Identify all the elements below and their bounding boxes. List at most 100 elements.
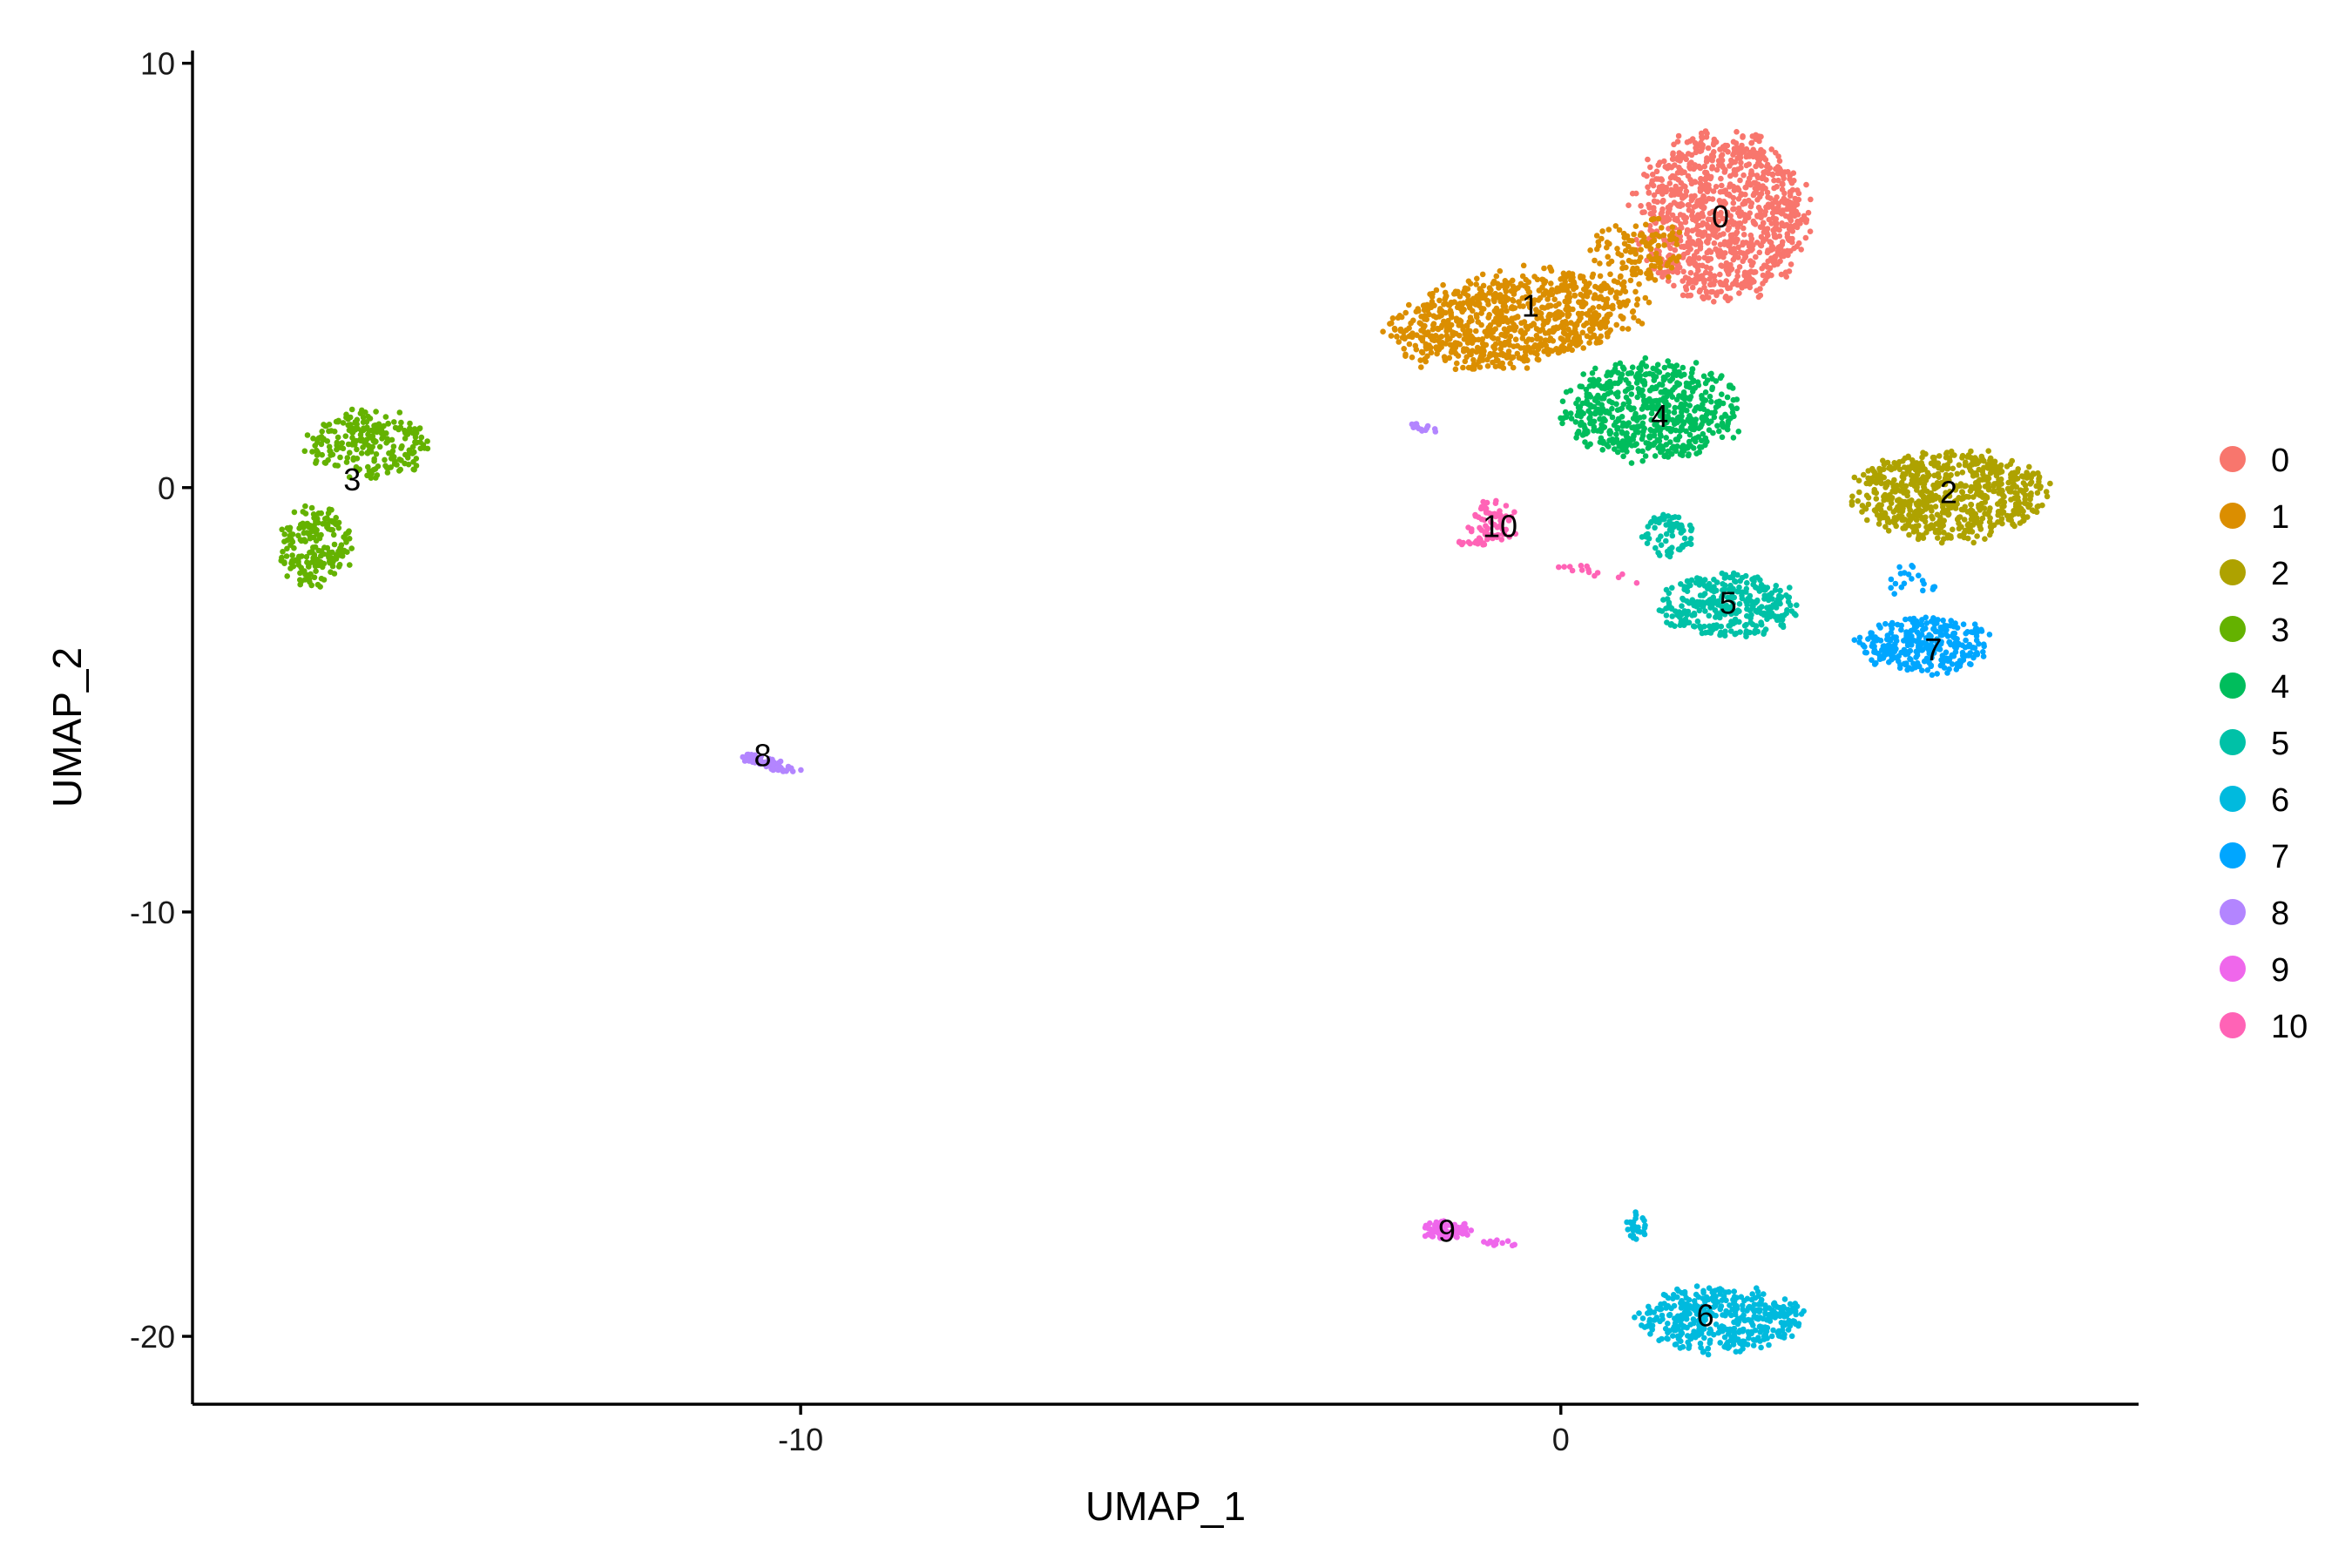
point — [1637, 232, 1644, 239]
point — [1678, 1305, 1685, 1311]
point — [1732, 1337, 1739, 1343]
point — [314, 581, 321, 588]
point — [1728, 266, 1735, 273]
point — [1762, 626, 1769, 632]
point — [1533, 307, 1539, 313]
point — [1923, 655, 1930, 662]
point — [1736, 290, 1742, 296]
point — [1671, 199, 1678, 206]
point — [337, 545, 343, 551]
point — [1750, 1336, 1757, 1343]
point — [1961, 530, 1967, 537]
point — [1923, 529, 1930, 536]
point — [1556, 301, 1562, 308]
point — [740, 754, 746, 760]
point — [1704, 188, 1711, 195]
point — [1666, 599, 1673, 605]
point — [1795, 1322, 1801, 1329]
point — [1734, 268, 1740, 274]
point — [1592, 365, 1598, 372]
point — [769, 760, 776, 767]
point — [1795, 196, 1802, 203]
point — [1429, 333, 1435, 340]
point — [1688, 426, 1695, 433]
point — [324, 522, 331, 529]
point — [330, 531, 337, 538]
point — [1479, 336, 1486, 342]
point — [1705, 145, 1712, 152]
point — [1442, 301, 1449, 307]
point — [1723, 267, 1730, 273]
point — [1734, 185, 1740, 192]
point — [1904, 492, 1910, 499]
point — [1729, 1306, 1735, 1313]
point — [295, 532, 301, 539]
point — [1661, 242, 1667, 248]
point — [1642, 453, 1649, 459]
point — [1678, 1316, 1685, 1323]
point — [402, 436, 409, 442]
point — [1578, 303, 1585, 310]
point — [1612, 223, 1619, 229]
point — [1522, 352, 1529, 359]
point — [1856, 639, 1862, 645]
point — [1548, 312, 1554, 318]
point — [1649, 384, 1655, 391]
point — [1944, 492, 1950, 498]
point — [2034, 504, 2041, 510]
point — [1682, 219, 1689, 226]
point — [1922, 518, 1929, 525]
point — [2038, 483, 2044, 490]
point — [1687, 541, 1694, 547]
point — [1859, 509, 1865, 515]
point — [1676, 433, 1683, 440]
point — [1534, 315, 1540, 321]
point — [1427, 1220, 1433, 1227]
point — [1684, 588, 1691, 594]
point — [1563, 286, 1570, 292]
point — [1727, 181, 1734, 187]
point — [1905, 637, 1912, 643]
point — [1672, 247, 1679, 253]
point — [319, 451, 326, 458]
point — [1701, 600, 1708, 606]
point — [417, 445, 424, 452]
point — [1969, 529, 1976, 535]
point — [1673, 448, 1680, 454]
point — [1524, 326, 1531, 333]
point — [1633, 380, 1640, 386]
point — [1496, 321, 1502, 328]
point — [1592, 410, 1598, 417]
point — [1436, 314, 1443, 320]
point — [1635, 429, 1641, 436]
point — [1691, 600, 1698, 607]
point — [1791, 1318, 1798, 1325]
point — [1928, 504, 1934, 510]
point — [1987, 524, 1994, 531]
point — [1587, 377, 1593, 383]
point — [1727, 1302, 1733, 1308]
point — [1744, 579, 1750, 586]
point — [1899, 517, 1905, 524]
point — [1908, 627, 1915, 634]
point — [1773, 583, 1780, 589]
point — [1398, 314, 1405, 321]
point — [1611, 422, 1618, 429]
point — [289, 552, 295, 558]
point — [1501, 300, 1508, 306]
point — [1569, 271, 1576, 277]
point — [1762, 1324, 1768, 1330]
point — [1893, 523, 1899, 530]
point — [1742, 283, 1748, 289]
point — [1784, 607, 1790, 613]
point — [1787, 1301, 1794, 1308]
point — [1914, 659, 1921, 666]
point — [297, 570, 303, 577]
point — [354, 421, 361, 428]
point — [1478, 310, 1484, 316]
point — [1667, 235, 1674, 242]
point — [1678, 1328, 1684, 1335]
point — [1719, 391, 1725, 398]
point — [1619, 315, 1626, 322]
point — [1721, 632, 1728, 639]
